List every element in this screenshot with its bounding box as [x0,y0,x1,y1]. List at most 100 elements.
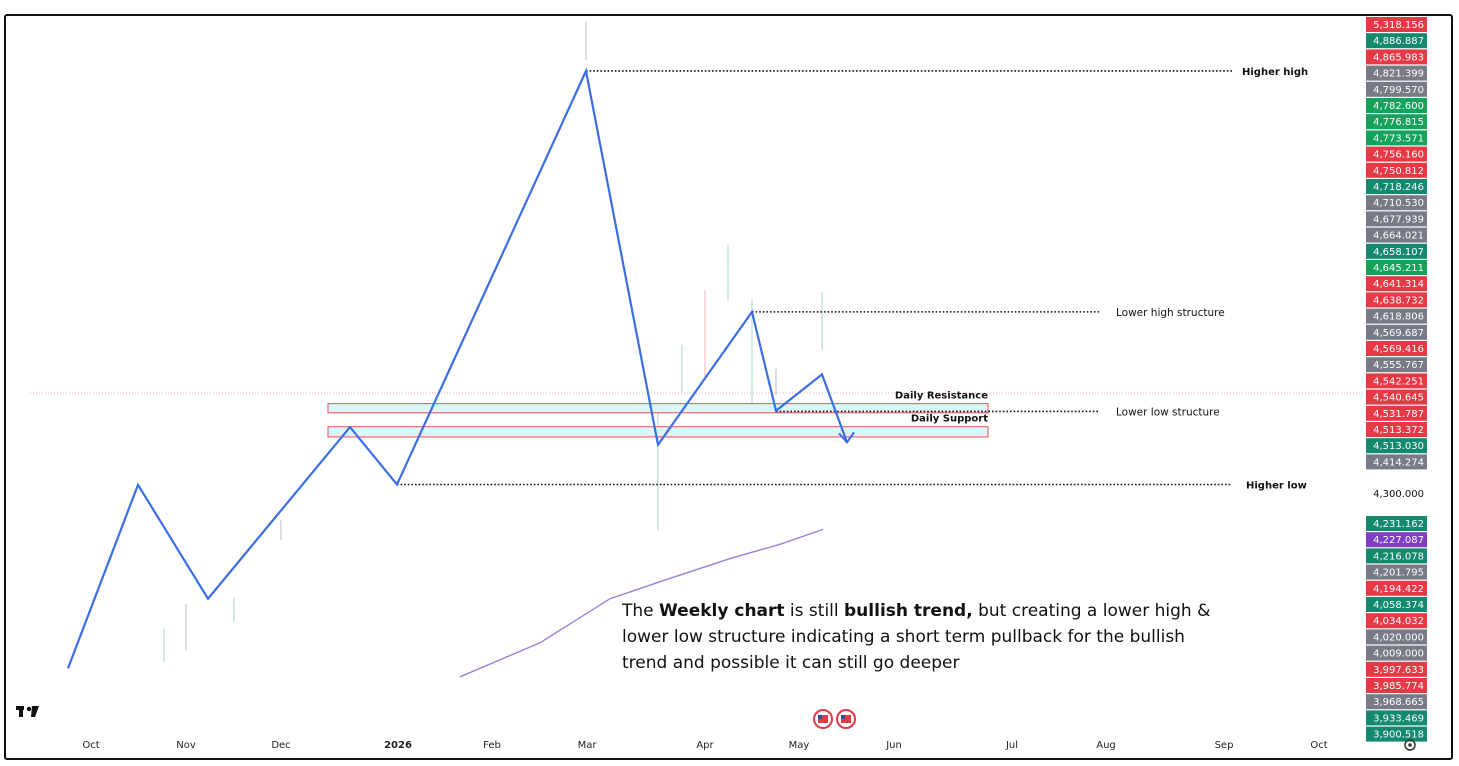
price-label: 4,799.570 [1373,85,1424,96]
analysis-note: The Weekly chart is still bullish trend,… [622,598,1232,676]
price-label: 4,531.787 [1373,409,1424,420]
x-tick-label: 2026 [384,740,412,751]
note-text: The [622,601,660,621]
daily-support-label: Daily Support [911,414,988,425]
price-badge [1366,516,1427,531]
price-badge [1366,195,1427,211]
price-label: 4,231.162 [1373,519,1424,530]
x-tick-label: Mar [578,740,598,751]
note-bold-weekly: Weekly chart [659,601,785,621]
price-label: 4,569.416 [1373,344,1424,355]
price-label: 3,968.665 [1373,697,1424,708]
price-badge [1366,292,1427,308]
price-label: 4,201.795 [1373,568,1424,579]
price-label: 4,821.399 [1373,69,1424,80]
zigzag-point [657,444,659,446]
zigzag-trend-line[interactable] [66,67,849,669]
x-tick-label: Dec [271,740,290,751]
x-tick-label: May [789,740,810,751]
price-label: 4,776.815 [1373,117,1424,128]
price-badge [1366,438,1427,454]
price-badge [1366,564,1427,580]
price-badge [1366,276,1427,292]
zigzag-point [137,484,139,486]
level-label: Higher low [1246,481,1307,492]
price-badge [1366,81,1427,97]
price-badge [1366,357,1427,373]
x-tick-label: Oct [82,740,99,751]
x-tick-label: Nov [176,740,196,751]
price-badge [1366,65,1427,81]
moving-average-line [459,528,824,678]
note-text: but creating a lower high & lower low st… [622,601,1211,673]
price-badge [1366,227,1427,243]
x-tick-label: Sep [1215,740,1234,751]
price-label: 4,300.000 [1373,489,1424,500]
price-badge [1366,580,1427,596]
price-label: 4,194.422 [1373,584,1424,595]
price-label: 3,985.774 [1373,681,1424,692]
level-label: Lower low structure [1116,406,1220,418]
price-badge [1366,98,1427,113]
price-label: 4,569.687 [1373,328,1424,339]
price-label: 3,933.469 [1373,713,1424,724]
price-badge [1366,260,1427,275]
price-label: 4,773.571 [1373,133,1424,144]
price-badge [1366,243,1427,259]
price-badge [1366,389,1427,405]
zigzag-point [751,311,753,313]
x-tick-label: Jul [1005,740,1018,751]
price-badge [1366,324,1427,340]
price-label: 4,756.160 [1373,150,1424,161]
price-badge [1366,710,1427,726]
x-tick-label: Aug [1096,740,1116,751]
us-flag-icon[interactable] [836,709,856,729]
x-tick-label: Feb [483,740,501,751]
price-badge [1366,405,1427,421]
zigzag-point [349,426,351,428]
us-flag-icon[interactable] [813,709,833,729]
price-badge [1366,49,1427,65]
price-label: 4,641.314 [1373,279,1424,290]
price-label: 4,216.078 [1373,551,1424,562]
price-label: 3,997.633 [1373,665,1424,676]
price-label: 4,513.372 [1373,425,1424,436]
x-tick-label: Oct [1310,740,1327,751]
price-badge [1366,114,1427,130]
price-label: 4,513.030 [1373,441,1424,452]
chart-frame [4,14,1453,760]
price-label: 4,414.274 [1373,457,1424,468]
price-label: 4,542.251 [1373,376,1424,387]
price-label: 4,718.246 [1373,182,1424,193]
zigzag-point [396,484,398,485]
zigzag-point [775,410,777,412]
daily-resistance-zone [327,403,989,414]
arrow-head-icon [838,431,855,444]
price-badge [1366,373,1427,389]
price-badge [1366,629,1427,645]
price-badge [1366,597,1427,612]
price-badge [1366,422,1427,437]
gear-icon[interactable] [1404,739,1416,751]
price-label: 4,782.600 [1373,101,1424,112]
level-label: Lower high structure [1116,307,1225,319]
zigzag-point [207,598,209,600]
note-text: is still [784,601,845,621]
price-badge [1366,146,1427,162]
price-badge [1366,179,1427,194]
price-label: 4,750.812 [1373,166,1424,177]
price-label: 4,227.087 [1373,535,1424,546]
price-label: 4,664.021 [1373,231,1424,242]
price-badge [1366,33,1427,49]
level-label: Higher high [1242,67,1308,78]
price-label: 4,658.107 [1373,247,1424,258]
price-badge [1366,645,1427,661]
price-label: 4,034.032 [1373,616,1424,627]
price-badge [1366,308,1427,324]
price-label: 5,318.156 [1373,20,1424,31]
price-badge [1366,162,1427,178]
price-badge [1366,678,1427,693]
note-bold-bullish: bullish trend, [844,601,973,621]
price-badge [1366,613,1427,629]
